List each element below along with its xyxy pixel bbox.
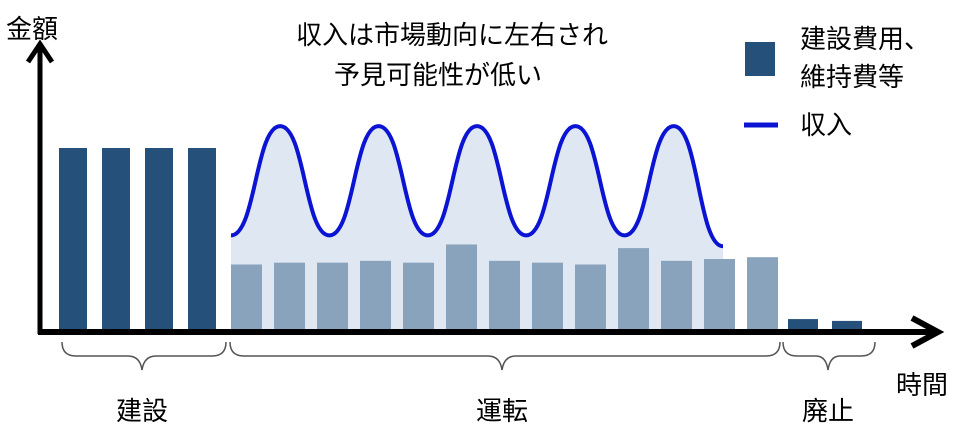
legend-label-income: 収入 bbox=[800, 111, 852, 141]
phase-label-decommission: 廃止 bbox=[802, 397, 854, 427]
bar-15 bbox=[661, 260, 692, 330]
phase-label-operation: 運転 bbox=[476, 397, 528, 427]
bar-4 bbox=[188, 148, 216, 330]
bar-6 bbox=[274, 262, 305, 330]
x-axis-arrow-icon bbox=[910, 315, 945, 349]
bar-14 bbox=[618, 248, 649, 330]
phase-braces bbox=[61, 341, 876, 371]
bar-13 bbox=[575, 264, 606, 330]
bar-11 bbox=[489, 260, 520, 330]
bar-9 bbox=[403, 262, 434, 330]
bar-17 bbox=[747, 257, 778, 330]
brace-decommission bbox=[782, 341, 876, 371]
brace-construction bbox=[61, 341, 227, 371]
bar-16 bbox=[704, 259, 735, 330]
bar-5 bbox=[231, 264, 262, 330]
bar-18 bbox=[788, 319, 818, 330]
bar-10 bbox=[446, 244, 477, 330]
annotation-line-2: 予見可能性が低い bbox=[334, 61, 542, 91]
y-axis-arrow-icon bbox=[25, 39, 55, 64]
bar-7 bbox=[317, 262, 348, 330]
bar-3 bbox=[145, 148, 173, 330]
phase-label-construction: 建設 bbox=[116, 397, 168, 427]
bar-19 bbox=[832, 320, 862, 330]
income-line-layer bbox=[230, 124, 724, 249]
bar-8 bbox=[360, 260, 391, 330]
legend-square-marker bbox=[745, 42, 775, 76]
annotation-line-1: 収入は市場動向に左右され bbox=[296, 21, 608, 51]
bar-2 bbox=[102, 148, 130, 330]
legend-label-costs-2: 維持費等 bbox=[800, 63, 904, 93]
y-axis-label: 金額 bbox=[6, 15, 58, 45]
brace-operation bbox=[229, 341, 781, 371]
bar-1 bbox=[59, 148, 87, 330]
bars-layer bbox=[59, 148, 862, 330]
legend: 建設費用、 維持費等 収入 bbox=[744, 25, 930, 141]
x-axis-label: 時間 bbox=[896, 371, 948, 401]
income-line bbox=[230, 124, 724, 249]
legend-label-costs-1: 建設費用、 bbox=[800, 25, 930, 55]
bar-12 bbox=[532, 262, 563, 330]
